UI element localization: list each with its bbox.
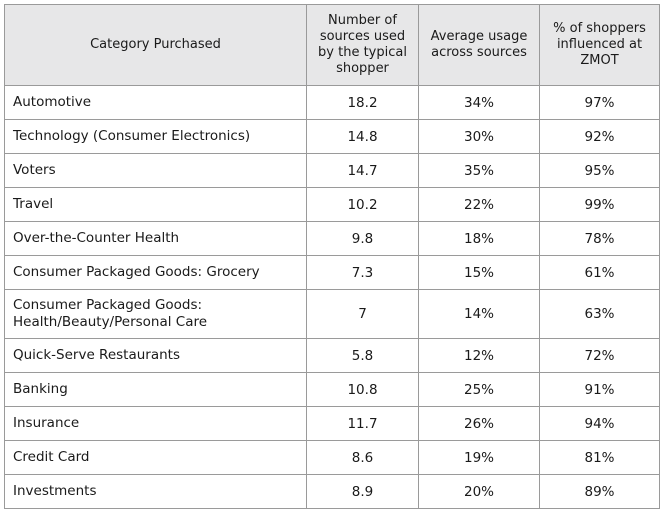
sources-cell: 8.9	[306, 474, 419, 509]
table-row: Travel 10.2 22% 99%	[4, 187, 660, 222]
usage-cell: 34%	[418, 85, 540, 120]
usage-cell: 35%	[418, 153, 540, 188]
category-cell: Quick-Serve Restaurants	[4, 338, 307, 373]
influenced-cell: 97%	[539, 85, 660, 120]
usage-cell: 18%	[418, 221, 540, 256]
table-header: Category Purchased Number of sources use…	[4, 4, 660, 86]
sources-cell: 11.7	[306, 406, 419, 441]
table-row: Credit Card 8.6 19% 81%	[4, 440, 660, 475]
influenced-cell: 92%	[539, 119, 660, 154]
influenced-cell: 61%	[539, 255, 660, 290]
influenced-cell: 89%	[539, 474, 660, 509]
category-cell: Travel	[4, 187, 307, 222]
sources-cell: 14.8	[306, 119, 419, 154]
header-influenced: % of shoppers influenced at ZMOT	[539, 4, 660, 86]
usage-cell: 25%	[418, 372, 540, 407]
table-row: Insurance 11.7 26% 94%	[4, 406, 660, 441]
category-cell: Banking	[4, 372, 307, 407]
category-cell: Voters	[4, 153, 307, 188]
usage-cell: 26%	[418, 406, 540, 441]
sources-cell: 10.8	[306, 372, 419, 407]
sources-cell: 10.2	[306, 187, 419, 222]
category-cell: Credit Card	[4, 440, 307, 475]
usage-cell: 30%	[418, 119, 540, 154]
sources-cell: 8.6	[306, 440, 419, 475]
sources-cell: 18.2	[306, 85, 419, 120]
header-category: Category Purchased	[4, 4, 307, 86]
influenced-cell: 95%	[539, 153, 660, 188]
influenced-cell: 91%	[539, 372, 660, 407]
table-row: Banking 10.8 25% 91%	[4, 372, 660, 407]
category-cell: Technology (Consumer Electronics)	[4, 119, 307, 154]
usage-cell: 15%	[418, 255, 540, 290]
zmot-category-table: Category Purchased Number of sources use…	[4, 4, 660, 509]
table-row: Quick-Serve Restaurants 5.8 12% 72%	[4, 338, 660, 373]
category-line-1: Consumer Packaged Goods:	[13, 297, 203, 313]
influenced-cell: 99%	[539, 187, 660, 222]
usage-cell: 22%	[418, 187, 540, 222]
sources-cell: 7.3	[306, 255, 419, 290]
category-line-2: Health/Beauty/Personal Care	[13, 314, 208, 330]
category-cell: Over-the-Counter Health	[4, 221, 307, 256]
category-cell: Consumer Packaged Goods: Grocery	[4, 255, 307, 290]
sources-cell: 14.7	[306, 153, 419, 188]
table-row: Investments 8.9 20% 89%	[4, 474, 660, 509]
header-row: Category Purchased Number of sources use…	[4, 4, 660, 86]
sources-cell: 7	[306, 289, 419, 339]
category-cell: Insurance	[4, 406, 307, 441]
header-usage: Average usage across sources	[418, 4, 540, 86]
table-row: Consumer Packaged Goods: Health/Beauty/P…	[4, 289, 660, 339]
table-row: Voters 14.7 35% 95%	[4, 153, 660, 188]
influenced-cell: 63%	[539, 289, 660, 339]
category-cell: Consumer Packaged Goods: Health/Beauty/P…	[4, 289, 307, 339]
influenced-cell: 78%	[539, 221, 660, 256]
sources-cell: 5.8	[306, 338, 419, 373]
influenced-cell: 72%	[539, 338, 660, 373]
usage-cell: 19%	[418, 440, 540, 475]
usage-cell: 14%	[418, 289, 540, 339]
sources-cell: 9.8	[306, 221, 419, 256]
usage-cell: 12%	[418, 338, 540, 373]
category-cell: Automotive	[4, 85, 307, 120]
table-row: Over-the-Counter Health 9.8 18% 78%	[4, 221, 660, 256]
category-cell: Investments	[4, 474, 307, 509]
table-row: Consumer Packaged Goods: Grocery 7.3 15%…	[4, 255, 660, 290]
table-row: Technology (Consumer Electronics) 14.8 3…	[4, 119, 660, 154]
usage-cell: 20%	[418, 474, 540, 509]
header-sources: Number of sources used by the typical sh…	[306, 4, 419, 86]
influenced-cell: 81%	[539, 440, 660, 475]
influenced-cell: 94%	[539, 406, 660, 441]
table-body: Automotive 18.2 34% 97% Technology (Cons…	[4, 85, 660, 509]
table-row: Automotive 18.2 34% 97%	[4, 85, 660, 120]
